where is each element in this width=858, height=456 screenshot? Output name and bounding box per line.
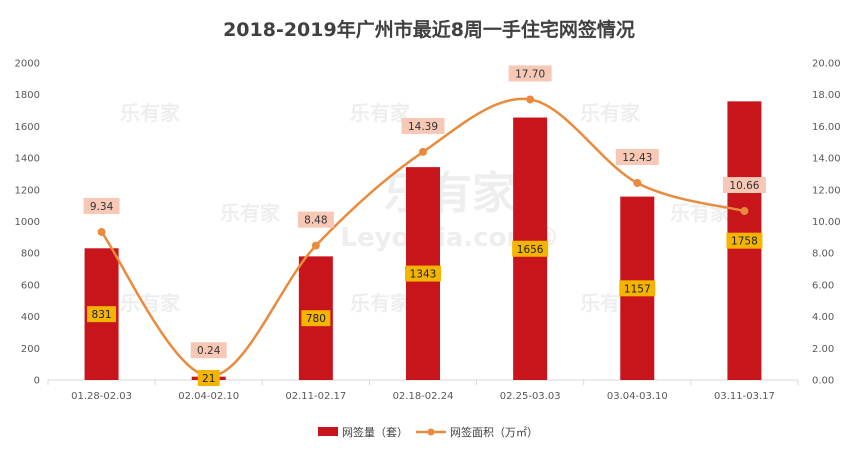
right-tick-label: 4.00 xyxy=(812,312,834,323)
right-tick-label: 18.00 xyxy=(812,90,841,101)
bar-label: 831 xyxy=(92,309,112,321)
line-point xyxy=(526,95,535,104)
svg-text:乐有家: 乐有家 xyxy=(350,101,411,125)
left-tick-label: 1000 xyxy=(15,217,40,228)
bar-label: 1157 xyxy=(624,283,651,295)
bar-label: 780 xyxy=(306,313,326,325)
line-label: 8.48 xyxy=(304,215,327,227)
bar-label-box xyxy=(619,280,656,297)
line-label: 9.34 xyxy=(90,201,114,213)
legend-label-bar: 网签量（套） xyxy=(342,425,408,439)
line-label-box xyxy=(401,117,445,134)
bar-label: 21 xyxy=(202,373,215,385)
line-label: 0.24 xyxy=(197,345,221,357)
line-label-box xyxy=(190,342,227,359)
line-label-box xyxy=(508,65,552,82)
line-point xyxy=(311,241,320,250)
bar-label-box xyxy=(301,310,331,327)
right-tick-label: 8.00 xyxy=(812,249,834,260)
legend-label-line: 网签面积（万㎡） xyxy=(450,425,538,439)
chart-title: 2018-2019年广州市最近8周一手住宅网签情况 xyxy=(223,18,635,41)
legend-swatch-bar xyxy=(318,427,338,436)
x-tick-label: 03.11-03.17 xyxy=(714,391,775,402)
right-tick-label: 16.00 xyxy=(812,122,841,133)
line-label: 17.70 xyxy=(515,68,545,80)
x-tick-label: 02.11-02.17 xyxy=(285,391,346,402)
svg-text:乐有家: 乐有家 xyxy=(580,101,641,125)
x-tick-label: 02.25-03.03 xyxy=(500,391,561,402)
right-tick-label: 20.00 xyxy=(812,59,841,70)
bar-label-box xyxy=(512,240,549,257)
x-axis: 01.28-02.03 02.04-02.10 02.11-02.17 02.18-0… xyxy=(47,379,799,402)
bar-label-box xyxy=(726,232,763,249)
right-axis: 0.00 2.00 4.00 6.00 8.00 10.00 12.00 14.00 16.00… xyxy=(812,59,841,387)
left-tick-label: 1600 xyxy=(15,122,40,133)
x-tick-label: 03.04-03.10 xyxy=(607,391,668,402)
right-tick-label: 14.00 xyxy=(812,154,841,165)
svg-text:乐有家: 乐有家 xyxy=(220,201,281,225)
bar-label: 1758 xyxy=(731,236,758,248)
left-tick-label: 400 xyxy=(21,312,40,323)
bar-label-box xyxy=(405,265,441,282)
left-tick-label: 1800 xyxy=(15,90,40,101)
left-tick-label: 2000 xyxy=(15,59,40,70)
line-data-labels: 9.34 0.24 8.48 14.39 17.70 12.43 10.66 xyxy=(83,65,766,359)
left-tick-label: 800 xyxy=(21,249,40,260)
x-tick-label: 02.18-02.24 xyxy=(393,391,454,402)
left-tick-label: 1200 xyxy=(15,185,40,196)
bar-label: 1656 xyxy=(517,244,544,256)
svg-text:乐有家: 乐有家 xyxy=(350,291,411,315)
legend-swatch-point xyxy=(427,428,435,436)
line-label: 14.39 xyxy=(408,121,438,133)
left-tick-label: 0 xyxy=(34,376,40,387)
bar-label-box xyxy=(197,370,220,386)
svg-text:乐有家: 乐有家 xyxy=(670,201,731,225)
left-tick-label: 600 xyxy=(21,280,40,291)
line-label: 10.66 xyxy=(729,180,759,192)
left-tick-label: 200 xyxy=(21,344,40,355)
right-tick-label: 6.00 xyxy=(812,280,834,291)
line-label-box xyxy=(83,197,120,214)
bar-series xyxy=(84,101,762,381)
svg-text:乐有家: 乐有家 xyxy=(120,101,181,125)
right-tick-label: 0.00 xyxy=(812,376,834,387)
legend: 网签量（套） 网签面积（万㎡） xyxy=(318,425,538,439)
line-label-box xyxy=(615,148,659,165)
bar-data-labels: 831 21 780 1343 1656 1157 1758 xyxy=(87,232,763,386)
bar-label-box xyxy=(87,306,117,323)
right-tick-label: 10.00 xyxy=(812,217,841,228)
left-axis: 0 200 400 600 800 1000 1200 1400 1600 1800 2000 xyxy=(15,59,40,387)
bar-label: 1343 xyxy=(410,269,437,281)
line-label-box xyxy=(722,177,766,194)
line-label: 12.43 xyxy=(622,152,652,164)
line-point xyxy=(633,178,642,187)
line-point xyxy=(740,207,749,216)
line-label-box xyxy=(297,211,334,228)
x-tick-label: 02.04-02.10 xyxy=(178,391,239,402)
right-tick-label: 2.00 xyxy=(812,344,834,355)
left-tick-label: 1400 xyxy=(15,154,40,165)
svg-text:乐有家: 乐有家 xyxy=(120,291,181,315)
svg-text:乐有家: 乐有家 xyxy=(384,168,516,219)
right-tick-label: 12.00 xyxy=(812,185,841,196)
x-tick-label: 01.28-02.03 xyxy=(71,391,132,402)
line-point xyxy=(419,147,427,156)
line-point xyxy=(97,227,106,236)
